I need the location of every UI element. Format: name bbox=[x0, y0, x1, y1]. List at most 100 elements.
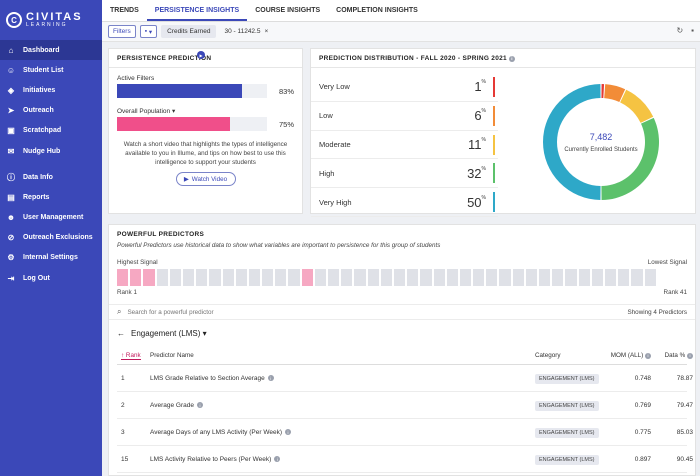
signal-cell-rank-10[interactable] bbox=[235, 269, 247, 286]
sidebar-item-log-out[interactable]: ⇥ Log Out bbox=[0, 268, 102, 288]
table-row[interactable]: 3 Average Days of any LMS Activity (Per W… bbox=[117, 419, 693, 446]
info-icon[interactable]: i bbox=[274, 456, 281, 462]
sidebar-item-dashboard[interactable]: ⌂ Dashboard bbox=[0, 40, 102, 61]
signal-cell-rank-25[interactable] bbox=[433, 269, 445, 286]
sidebar-item-outreach[interactable]: ➤ Outreach bbox=[0, 101, 102, 121]
overall-population-dropdown[interactable]: Overall Population ▾ bbox=[117, 107, 294, 115]
predictor-search-input[interactable] bbox=[127, 308, 628, 316]
signal-cell-rank-33[interactable] bbox=[539, 269, 551, 286]
signal-cell-rank-7[interactable] bbox=[196, 269, 208, 286]
signal-cell-rank-20[interactable] bbox=[367, 269, 379, 286]
signal-cell-rank-30[interactable] bbox=[499, 269, 511, 286]
card-title: PERSISTENCE PREDICTION bbox=[117, 55, 212, 62]
signal-cell-rank-24[interactable] bbox=[420, 269, 432, 286]
data-pct-cell: 78.87 bbox=[676, 374, 693, 382]
signal-cell-rank-8[interactable] bbox=[209, 269, 221, 286]
table-row[interactable]: 2 Average Grade i ENGAGEMENT (LMS) 0.769 79.4… bbox=[117, 392, 693, 419]
sidebar-item-internal-settings[interactable]: ⚙ Internal Settings bbox=[0, 248, 102, 268]
signal-cell-rank-16[interactable] bbox=[314, 269, 326, 286]
signal-cell-rank-31[interactable] bbox=[512, 269, 524, 286]
signal-cell-rank-29[interactable] bbox=[486, 269, 498, 286]
signal-cell-rank-36[interactable] bbox=[578, 269, 590, 286]
sidebar-item-user-management[interactable]: ☻ User Management bbox=[0, 208, 102, 228]
brand-logo[interactable]: C CIVITAS LEARNING bbox=[0, 0, 102, 40]
info-icon[interactable]: i bbox=[267, 375, 274, 381]
signal-cell-rank-4[interactable] bbox=[156, 269, 168, 286]
column-data-pct[interactable]: Data % i bbox=[653, 352, 693, 359]
tab-persistence-insights[interactable]: PERSISTENCE INSIGHTS bbox=[146, 0, 248, 21]
refresh-icon[interactable]: ↻ bbox=[676, 26, 684, 35]
sidebar-item-student-list[interactable]: ☺ Student List bbox=[0, 60, 102, 80]
donut-slice-very-high[interactable] bbox=[543, 84, 601, 200]
signal-cell-rank-14[interactable] bbox=[288, 269, 300, 286]
distribution-row-very-high: Very High 50% bbox=[311, 188, 498, 217]
signal-cell-rank-13[interactable] bbox=[275, 269, 287, 286]
save-icon[interactable]: ▪ bbox=[691, 26, 694, 35]
signal-cell-rank-26[interactable] bbox=[446, 269, 458, 286]
signal-cell-rank-40[interactable] bbox=[631, 269, 643, 286]
sidebar-item-initiatives[interactable]: ◈ Initiatives bbox=[0, 80, 102, 100]
watch-video-button[interactable]: ▶ Watch Video bbox=[175, 172, 236, 186]
info-icon[interactable]: i bbox=[196, 402, 203, 408]
sidebar-item-scratchpad[interactable]: ▣ Scratchpad bbox=[0, 121, 102, 141]
back-arrow-icon[interactable]: ← bbox=[117, 329, 125, 338]
signal-cell-rank-38[interactable] bbox=[604, 269, 617, 286]
tab-completion-insights[interactable]: COMPLETION INSIGHTS bbox=[336, 7, 418, 14]
signal-cell-rank-21[interactable] bbox=[380, 269, 392, 286]
column-predictor-name[interactable]: Predictor Name bbox=[150, 352, 194, 359]
filter-chip-label[interactable]: Credits Earned bbox=[161, 25, 217, 38]
donut-slice-high[interactable] bbox=[601, 117, 659, 200]
sidebar-item-data-info[interactable]: ⓘ Data Info bbox=[0, 167, 102, 187]
info-icon: i bbox=[687, 352, 693, 359]
tab-trends[interactable]: TRENDS bbox=[110, 7, 139, 14]
signal-cell-rank-1[interactable] bbox=[117, 269, 129, 286]
signal-cell-rank-17[interactable] bbox=[328, 269, 340, 286]
category-dropdown[interactable]: Engagement (LMS) ▾ bbox=[131, 329, 207, 338]
close-icon[interactable]: × bbox=[264, 28, 269, 35]
table-row[interactable]: 15 LMS Activity Relative to Peers (Per We… bbox=[117, 446, 693, 473]
filters-button[interactable]: Filters bbox=[108, 25, 136, 38]
play-icon[interactable]: ▶ bbox=[197, 51, 205, 59]
predictor-name-cell: LMS Grade Relative to Section Average i bbox=[150, 375, 274, 382]
signal-cell-rank-12[interactable] bbox=[262, 269, 274, 286]
column-category[interactable]: Category bbox=[535, 352, 561, 359]
sidebar-item-reports[interactable]: ▤ Reports bbox=[0, 187, 102, 207]
signal-cell-rank-41[interactable] bbox=[644, 269, 656, 286]
table-row[interactable]: 1 LMS Grade Relative to Section Average i E… bbox=[117, 365, 693, 392]
signal-cell-rank-9[interactable] bbox=[222, 269, 234, 286]
info-icon[interactable]: i bbox=[284, 429, 291, 435]
column-rank[interactable]: ↑ Rank bbox=[121, 351, 141, 360]
info-icon[interactable]: i bbox=[509, 55, 516, 62]
sidebar-item-outreach-exclusions[interactable]: ⊘ Outreach Exclusions bbox=[0, 228, 102, 248]
signal-cell-rank-34[interactable] bbox=[552, 269, 564, 286]
signal-cell-rank-32[interactable] bbox=[525, 269, 537, 286]
send-icon: ➤ bbox=[7, 106, 15, 116]
signal-cell-rank-35[interactable] bbox=[565, 269, 577, 286]
signal-cell-rank-3[interactable] bbox=[143, 269, 155, 286]
saved-filters-dropdown[interactable]: ▪ ▾ bbox=[139, 25, 158, 38]
brand-sub: LEARNING bbox=[26, 22, 68, 28]
signal-cell-rank-37[interactable] bbox=[591, 269, 603, 286]
sidebar-item-nudge-hub[interactable]: ✉ Nudge Hub bbox=[0, 141, 102, 161]
signal-cell-rank-19[interactable] bbox=[354, 269, 366, 286]
signal-cell-rank-18[interactable] bbox=[341, 269, 353, 286]
signal-cell-rank-22[interactable] bbox=[393, 269, 406, 286]
signal-cell-rank-6[interactable] bbox=[182, 269, 195, 286]
signal-cell-rank-15[interactable] bbox=[301, 269, 313, 286]
sidebar-item-label: Data Info bbox=[23, 173, 53, 181]
prediction-distribution-card: PREDICTION DISTRIBUTION - FALL 2020 - SP… bbox=[310, 48, 696, 217]
mom-cell: 0.775 bbox=[634, 428, 651, 436]
signal-cell-rank-23[interactable] bbox=[407, 269, 419, 286]
signal-cell-rank-28[interactable] bbox=[473, 269, 485, 286]
donut-slice-very-low[interactable] bbox=[601, 84, 605, 99]
tab-course-insights[interactable]: COURSE INSIGHTS bbox=[255, 7, 321, 14]
donut-slice-moderate[interactable] bbox=[620, 89, 654, 123]
signal-cell-rank-2[interactable] bbox=[130, 269, 142, 286]
column-mom[interactable]: MOM (ALL) i bbox=[601, 352, 651, 359]
signal-cell-rank-11[interactable] bbox=[248, 269, 261, 286]
signal-cell-rank-5[interactable] bbox=[169, 269, 181, 286]
signal-cell-rank-39[interactable] bbox=[618, 269, 630, 286]
filter-chip-value[interactable]: 30 - 11242.5 × bbox=[220, 25, 272, 38]
signal-cell-rank-27[interactable] bbox=[459, 269, 472, 286]
donut-slice-low[interactable] bbox=[604, 84, 626, 103]
